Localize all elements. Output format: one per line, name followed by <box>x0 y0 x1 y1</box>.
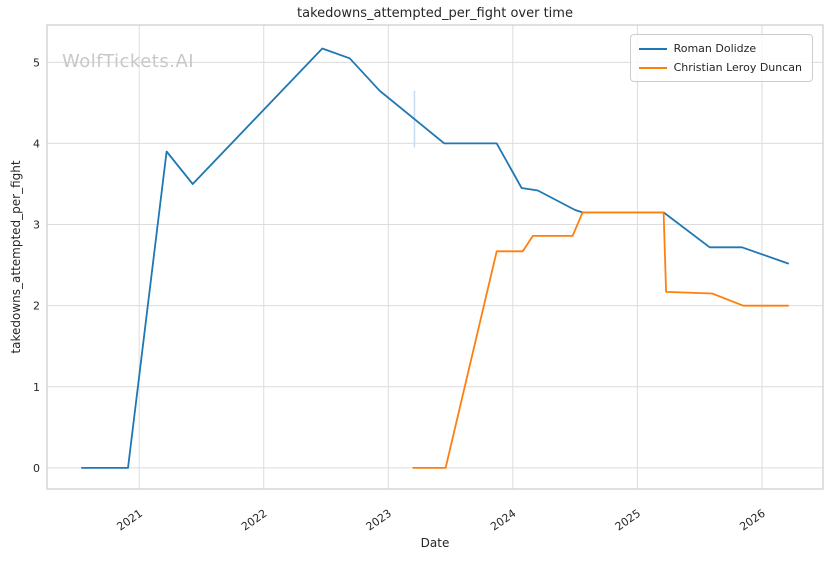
legend-item-roman-dolidze: Roman Dolidze <box>638 42 802 55</box>
legend: Roman Dolidze Christian Leroy Duncan <box>629 34 813 82</box>
axes-frame <box>46 24 824 490</box>
y-tick-label-0: 0 <box>33 462 40 475</box>
chart-title: takedowns_attempted_per_fight over time <box>297 6 573 21</box>
legend-label: Roman Dolidze <box>673 42 757 55</box>
legend-line-swatch <box>638 66 667 69</box>
y-tick-label-2: 2 <box>33 300 40 313</box>
axes-background <box>47 25 823 489</box>
legend-label: Christian Leroy Duncan <box>673 61 802 74</box>
y-tick-label-5: 5 <box>33 56 40 69</box>
series-line-christian-leroy-duncan <box>412 211 789 469</box>
y-axis-label: takedowns_attempted_per_fight <box>9 160 23 354</box>
y-tick-label-1: 1 <box>33 381 40 394</box>
y-tick-label-3: 3 <box>33 219 40 232</box>
legend-line-swatch <box>638 47 667 50</box>
x-axis-label: Date <box>420 536 450 550</box>
y-tick-label-4: 4 <box>33 137 40 150</box>
series-line-roman-dolidze <box>81 47 789 469</box>
watermark: WolfTickets.AI <box>62 51 195 72</box>
legend-item-christian-leroy-duncan: Christian Leroy Duncan <box>638 61 802 74</box>
